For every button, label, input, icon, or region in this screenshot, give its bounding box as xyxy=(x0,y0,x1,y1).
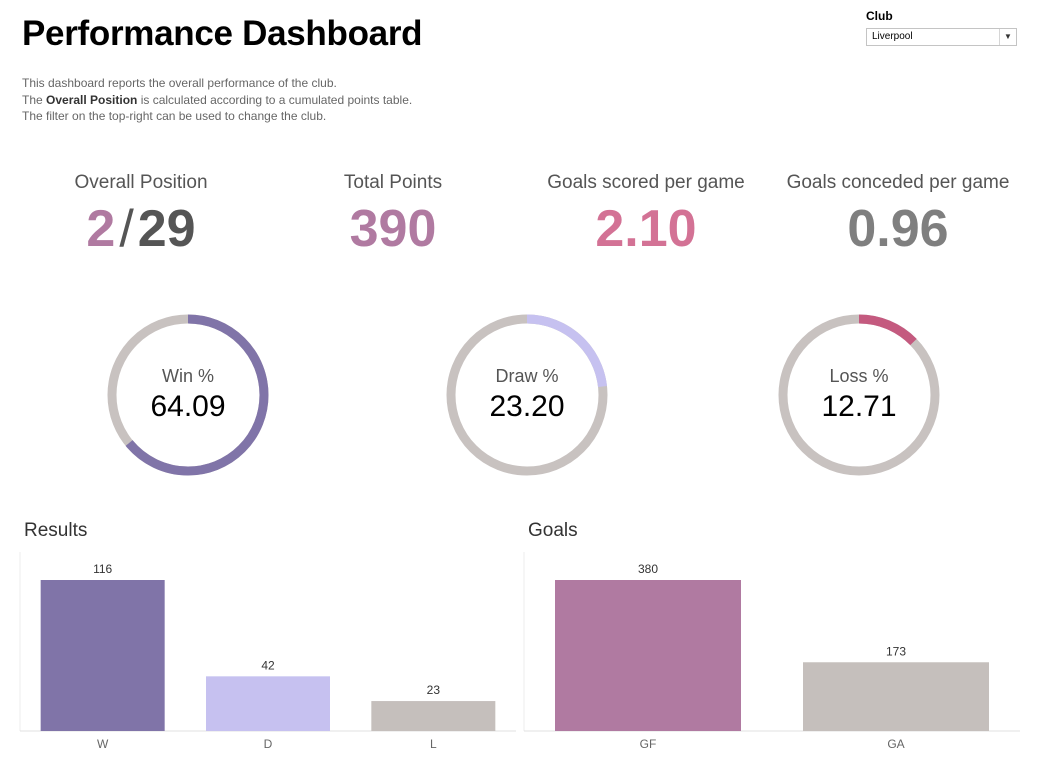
kpi-total-points-value: 390 xyxy=(349,200,437,258)
position-separator: / xyxy=(119,200,134,258)
results-data-label-l: 23 xyxy=(427,683,441,697)
club-filter: Club Liverpool ▼ xyxy=(866,9,1017,46)
results-tick-label-w: W xyxy=(97,737,109,751)
dropdown-arrow-icon[interactable]: ▼ xyxy=(999,29,1016,45)
club-filter-label: Club xyxy=(866,9,893,23)
goals-tick-label-gf: GF xyxy=(640,737,657,751)
kpi-total-points: Total Points 390 xyxy=(273,172,513,255)
position-total: 29 xyxy=(137,200,196,258)
loss-donut: Loss % 12.71 xyxy=(778,314,940,476)
draw-donut: Draw % 23.20 xyxy=(446,314,608,476)
win-donut: Win % 64.09 xyxy=(107,314,269,476)
draw-donut-value: 23.20 xyxy=(489,390,565,423)
draw-ring-arc xyxy=(446,314,608,476)
loss-ring-arc xyxy=(778,314,940,476)
kpi-goals-conceded-label: Goals conceded per game xyxy=(786,172,1010,193)
kpi-overall-position: Overall Position 2/29 xyxy=(21,172,261,255)
kpi-goals-scored-label: Goals scored per game xyxy=(547,172,745,193)
results-bar-l xyxy=(371,701,496,731)
loss-donut-value: 12.71 xyxy=(821,390,897,423)
kpi-goals-scored: Goals scored per game 2.10 xyxy=(526,172,766,255)
kpi-total-points-label: Total Points xyxy=(343,172,443,193)
goals-tick-label-ga: GA xyxy=(887,737,904,751)
results-tick-label-d: D xyxy=(264,737,273,751)
goals-bar-ga xyxy=(803,662,989,731)
description-line-2: The Overall Position is calculated accor… xyxy=(22,92,412,109)
club-select[interactable]: Liverpool ▼ xyxy=(866,28,1017,46)
win-ring-arc xyxy=(107,314,269,476)
club-select-value: Liverpool xyxy=(872,31,913,42)
kpi-goals-conceded-value: 0.96 xyxy=(847,200,949,258)
results-data-label-d: 42 xyxy=(261,658,275,672)
page-title: Performance Dashboard xyxy=(22,14,423,53)
kpi-overall-position-value: 2/29 xyxy=(21,203,261,255)
goals-data-label-ga: 173 xyxy=(886,644,906,658)
results-chart: 116 W 42 D 23 L xyxy=(19,552,516,752)
goals-chart: 380 GF 173 GA xyxy=(523,552,1020,752)
goals-data-label-gf: 380 xyxy=(638,562,658,576)
kpi-goals-conceded: Goals conceded per game 0.96 xyxy=(778,172,1018,255)
results-section-title: Results xyxy=(24,520,88,541)
results-bar-d xyxy=(206,676,330,731)
goals-section-title: Goals xyxy=(528,520,578,541)
kpi-overall-position-label: Overall Position xyxy=(74,172,208,193)
loss-donut-label: Loss % xyxy=(829,366,889,386)
description-line-2-suffix: is calculated according to a cumulated p… xyxy=(137,92,413,107)
goals-chart-svg: 380 GF 173 GA xyxy=(523,552,1020,751)
kpi-goals-scored-value: 2.10 xyxy=(595,200,697,258)
results-bar-w xyxy=(40,580,165,731)
description-line-1: This dashboard reports the overall perfo… xyxy=(22,76,337,90)
goals-bar-gf xyxy=(555,580,741,731)
results-data-label-w: 116 xyxy=(93,562,112,576)
description-line-2-prefix: The xyxy=(22,92,47,107)
results-chart-svg: 116 W 42 D 23 L xyxy=(19,552,516,751)
draw-donut-label: Draw % xyxy=(495,366,559,386)
description-line-3: The filter on the top-right can be used … xyxy=(22,109,327,123)
description-line-2-bold: Overall Position xyxy=(46,92,138,107)
win-donut-value: 64.09 xyxy=(150,390,226,423)
results-tick-label-l: L xyxy=(430,737,437,751)
dashboard-description: This dashboard reports the overall perfo… xyxy=(22,75,412,125)
position-rank: 2 xyxy=(86,200,116,258)
win-donut-label: Win % xyxy=(161,366,214,386)
